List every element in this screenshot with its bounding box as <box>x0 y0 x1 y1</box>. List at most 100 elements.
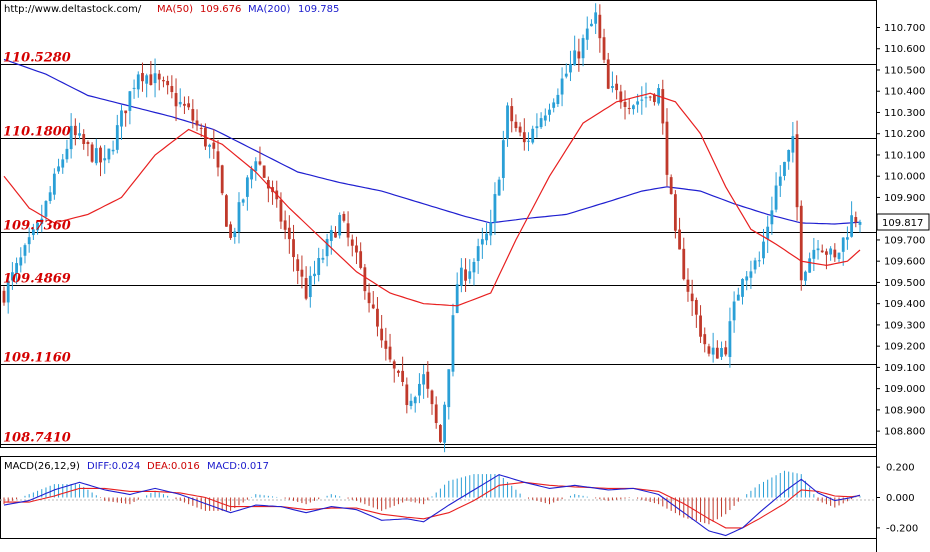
candle-body <box>94 148 98 164</box>
candle-body <box>48 192 52 201</box>
ma50-line <box>3 92 861 307</box>
candle-body <box>304 278 308 299</box>
candle-body <box>841 237 845 252</box>
candle-body <box>464 269 467 281</box>
candle-body <box>31 229 35 235</box>
candle-body <box>338 215 342 236</box>
candle-body <box>229 224 232 238</box>
candle-body <box>367 292 371 304</box>
candle-body <box>359 251 363 268</box>
macd-diff: DIFF:0.024 <box>87 461 140 472</box>
candle-body <box>258 161 262 165</box>
candle-body <box>15 263 18 274</box>
candle-body <box>489 222 493 236</box>
candle-body <box>552 102 556 108</box>
level-label-3: 109.4869 <box>3 272 71 287</box>
candle-body <box>732 301 736 321</box>
candle-body <box>153 73 157 84</box>
candle-body <box>787 149 791 162</box>
candle-body <box>611 86 614 88</box>
candle-body <box>539 118 543 128</box>
level-lines <box>0 64 876 445</box>
candle-body <box>132 87 136 89</box>
price-tick-label: 110.600 <box>884 44 925 55</box>
candle-body <box>426 371 430 389</box>
candle-body <box>573 50 577 66</box>
candle-body <box>422 374 426 385</box>
candle-body <box>648 96 652 98</box>
candle-body <box>774 185 778 210</box>
candle-body <box>468 271 472 279</box>
candle-body <box>52 173 56 195</box>
price-tick-label: 110.400 <box>884 87 925 98</box>
candle-body <box>673 194 677 231</box>
candle-body <box>661 89 665 124</box>
candle-body <box>329 230 333 241</box>
candle-body <box>480 239 484 245</box>
candle-body <box>854 217 858 223</box>
candle-body <box>476 246 480 262</box>
candle-body <box>455 284 459 314</box>
candle-body <box>220 165 224 194</box>
candle-body <box>623 101 627 107</box>
candle-body <box>812 249 816 259</box>
candle-body <box>120 110 123 127</box>
candle-body <box>111 149 115 152</box>
candle-body <box>78 133 81 136</box>
macd-tick-label: 0.200 <box>886 463 915 474</box>
candle-body <box>846 237 849 240</box>
candle-body <box>627 107 631 109</box>
candle-body <box>686 279 690 292</box>
candle-body <box>577 51 581 59</box>
candle-body <box>736 294 740 301</box>
macd-tick-label: -0.200 <box>886 523 918 534</box>
macd-axis-ticks: 0.200 0.000 -0.200 <box>876 463 918 534</box>
candle-body <box>665 121 669 175</box>
candle-body <box>313 273 316 277</box>
price-tick-label: 110.100 <box>884 150 925 161</box>
price-axis-ticks: 108.800 108.900 109.000 109.100 109.200 109.3… <box>876 23 925 438</box>
candle-body <box>531 128 535 143</box>
candle-body <box>82 134 86 145</box>
candle-body <box>195 120 199 126</box>
candle-body <box>283 220 287 230</box>
candle-body <box>65 148 69 160</box>
candle-body <box>350 239 354 246</box>
candle-body <box>216 151 220 168</box>
price-tick-label: 108.800 <box>884 427 925 438</box>
candle-body <box>522 132 526 143</box>
candle-body <box>183 103 186 106</box>
candle-body <box>308 275 312 298</box>
candle-body <box>170 86 174 93</box>
candle-body <box>615 83 619 91</box>
price-tick-label: 109.400 <box>884 299 925 310</box>
candle-body <box>296 259 300 271</box>
candle-body <box>766 226 770 240</box>
candle-body <box>632 105 635 110</box>
candle-body <box>191 109 195 121</box>
candle-body <box>501 140 505 178</box>
candle-body <box>837 252 841 259</box>
candle-body <box>606 59 610 89</box>
candle-body <box>279 199 283 222</box>
candle-body <box>778 176 782 186</box>
candle-body <box>833 249 837 258</box>
candle-body <box>397 370 400 373</box>
candle-body <box>6 280 10 303</box>
price-tick-label: 109.100 <box>884 363 925 374</box>
candle-body <box>510 106 514 122</box>
ma200-line <box>3 58 861 225</box>
candle-body <box>443 404 446 443</box>
price-tick-label: 110.500 <box>884 65 925 76</box>
candle-body <box>434 404 438 424</box>
candle-body <box>795 134 799 208</box>
candle-body <box>690 293 694 302</box>
candle-body <box>548 109 551 115</box>
candle-body <box>682 248 686 280</box>
candle-body <box>262 165 266 178</box>
candle-body <box>174 93 178 107</box>
candle-body <box>2 290 6 303</box>
candle-body <box>224 195 228 227</box>
candle-body <box>652 94 656 103</box>
candle-body <box>770 210 774 225</box>
